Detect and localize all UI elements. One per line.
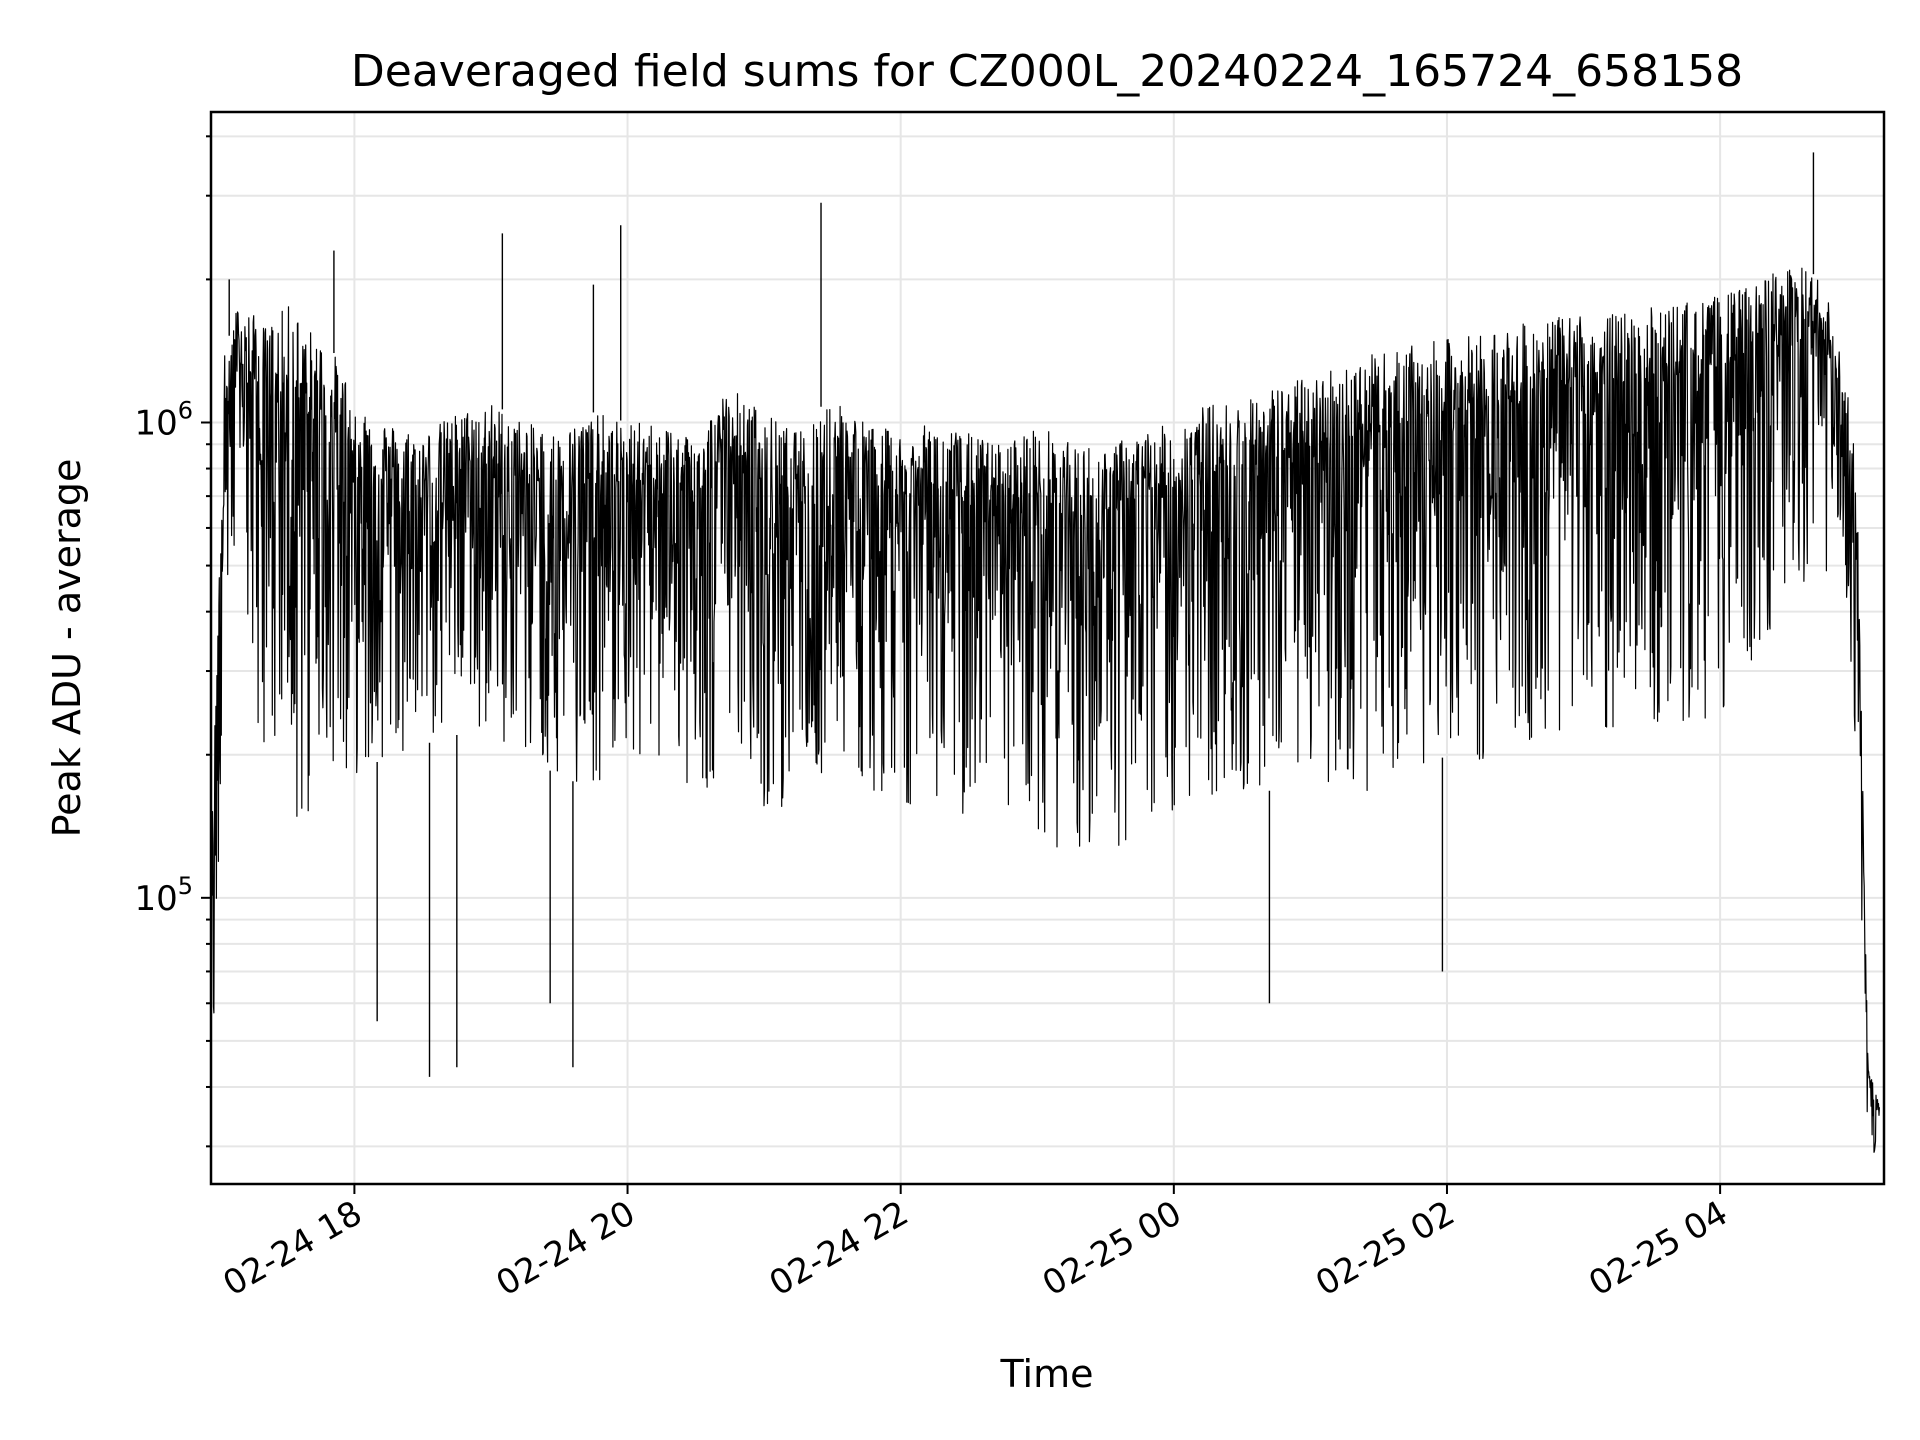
x-tick-label: 02-24 18: [217, 1193, 369, 1304]
x-axis-label: Time: [1000, 1352, 1094, 1396]
y-tick-base: 10: [134, 879, 177, 919]
series-layer: [210, 152, 1880, 1153]
tick-layer: 02-24 18 02-24 20 02-24 22 02-25 00 02-25 02…: [134, 135, 1735, 1304]
y-tick-exponent: 6: [178, 396, 193, 424]
y-tick-base: 10: [134, 403, 177, 443]
plot-frame: [209, 110, 1886, 1186]
y-axis-label: Peak ADU - average: [45, 459, 89, 838]
x-tick-label: 02-24 20: [490, 1193, 642, 1304]
x-tick-label: 02-25 00: [1036, 1193, 1188, 1304]
y-tick-label: 106: [134, 396, 193, 443]
series-line: [210, 267, 1880, 1153]
x-tick-label: 02-25 02: [1309, 1193, 1461, 1304]
chart-title: Deaveraged field sums for CZ000L_2024022…: [351, 46, 1743, 97]
y-tick-exponent: 5: [178, 872, 193, 900]
y-tick-label: 105: [134, 872, 193, 919]
x-tick-label: 02-25 04: [1582, 1193, 1734, 1304]
x-tick-label: 02-24 22: [763, 1193, 915, 1304]
